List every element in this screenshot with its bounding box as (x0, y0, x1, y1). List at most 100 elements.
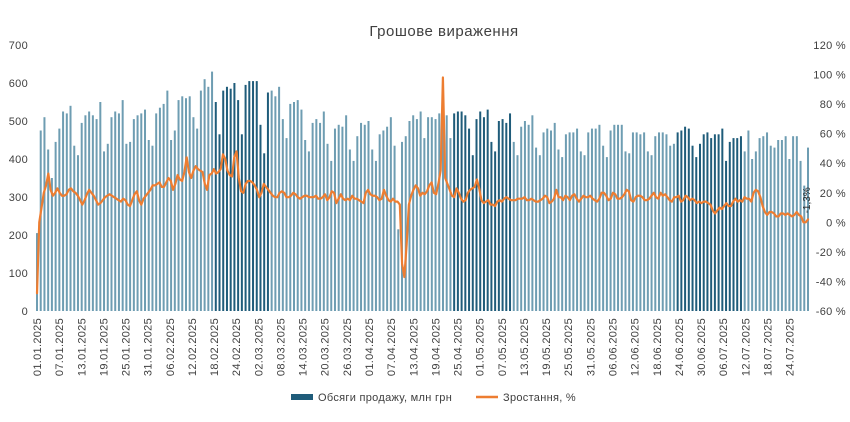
sales-bar (654, 136, 657, 311)
sales-bar (266, 92, 269, 311)
sales-bar (732, 138, 735, 311)
sales-bar (639, 134, 642, 311)
right-axis-tick-label: 100 % (813, 70, 846, 82)
sales-bar (561, 157, 564, 311)
sales-bar (535, 147, 538, 311)
x-axis-tick-label: 01.01.2025 (32, 318, 44, 376)
x-axis-tick-label: 31.05.2025 (585, 318, 597, 376)
sales-bar (274, 96, 277, 311)
sales-bar (572, 132, 575, 311)
x-axis-tick-label: 06.07.2025 (718, 318, 730, 376)
x-axis-tick-label: 07.04.2025 (386, 318, 398, 376)
sales-bar (114, 111, 117, 311)
x-axis-ticks: 01.01.2025 07.01.2025 13.01.2025 19.01.2025… (32, 318, 797, 376)
sales-bar (784, 136, 787, 311)
right-axis-tick-label: 20 % (820, 188, 846, 200)
sales-bar (225, 86, 228, 311)
sales-bar (497, 121, 500, 311)
x-axis-tick-label: 24.07.2025 (785, 318, 797, 376)
x-axis-tick-label: 01.04.2025 (364, 318, 376, 376)
sales-bar (248, 81, 251, 311)
sales-bar (427, 117, 430, 311)
sales-bar (523, 121, 526, 311)
sales-bar (244, 84, 247, 312)
sales-bar (91, 115, 94, 311)
sales-bar (43, 117, 46, 311)
sales-bar (698, 143, 701, 311)
right-axis-ticks: -60 % -40 % -20 % 0 % 20 % 40 % 60 % 80 % 100 % 1… (813, 40, 846, 318)
sales-bar (594, 128, 597, 311)
sales-bar (576, 128, 579, 311)
x-axis-tick-label: 01.05.2025 (475, 318, 487, 376)
sales-bar (356, 136, 359, 311)
x-axis-tick-label: 13.05.2025 (519, 318, 531, 376)
sales-bar (501, 119, 504, 311)
right-axis-tick-label: 120 % (813, 40, 846, 52)
sales-bar (509, 113, 512, 312)
sales-bar (132, 119, 135, 311)
x-axis-tick-label: 19.05.2025 (541, 318, 553, 376)
sales-bar (47, 149, 50, 311)
x-axis-tick-label: 14.03.2025 (298, 318, 310, 376)
sales-bar (721, 128, 724, 311)
sales-bar (736, 138, 739, 311)
sales-bar (322, 111, 325, 311)
chart-legend: Обсяги продажу, млн грн Зростання, % (291, 392, 576, 404)
right-axis-tick-label: 60 % (820, 129, 846, 141)
sales-bar (706, 132, 709, 311)
left-axis-tick-label: 200 (9, 230, 28, 242)
legend-label-growth: Зростання, % (503, 392, 576, 404)
sales-bar (691, 145, 694, 311)
x-axis-tick-label: 18.06.2025 (652, 318, 664, 376)
sales-bar (300, 109, 303, 311)
sales-bar (99, 102, 102, 311)
sales-bar (743, 151, 746, 311)
sales-bar (564, 134, 567, 311)
sales-bar (240, 134, 243, 311)
sales-bar (65, 113, 68, 312)
sales-bar (404, 136, 407, 311)
sales-bar (341, 126, 344, 311)
sales-bar (725, 160, 728, 311)
sales-bar (352, 160, 355, 311)
sales-bar (684, 126, 687, 311)
x-axis-tick-label: 02.03.2025 (253, 318, 265, 376)
sales-bar (769, 145, 772, 311)
sales-bar (609, 130, 612, 311)
sales-bar (125, 143, 128, 311)
sales-bar (88, 111, 91, 311)
sales-bar (758, 138, 761, 311)
line-series-growth (35, 76, 810, 295)
sales-bar (360, 122, 363, 312)
sales-bar (780, 140, 783, 311)
sales-bar (315, 119, 318, 311)
sales-bar (475, 119, 478, 311)
sales-bar (147, 140, 150, 311)
sales-bar (192, 117, 195, 311)
sales-bar (386, 126, 389, 311)
sales-bar (121, 100, 124, 311)
sales-bar (289, 103, 292, 312)
sales-bar (542, 132, 545, 311)
x-axis-tick-label: 08.03.2025 (276, 318, 288, 376)
sales-bar (170, 140, 173, 311)
sales-bar (747, 130, 750, 311)
sales-bar (702, 134, 705, 311)
sales-bar (434, 119, 437, 311)
last-value-annotation: -1,3% (802, 187, 813, 213)
sales-bar (371, 149, 374, 311)
sales-bar (792, 136, 795, 311)
sales-bar (449, 138, 452, 311)
sales-bar (62, 111, 65, 311)
right-axis-tick-label: 80 % (820, 99, 846, 111)
x-axis-tick-label: 19.01.2025 (98, 318, 110, 376)
bar-series-sales (36, 71, 809, 312)
sales-bar (374, 160, 377, 311)
sales-bar (278, 86, 281, 311)
sales-bar (263, 153, 266, 311)
sales-bar (471, 155, 474, 311)
sales-bar (773, 147, 776, 311)
sales-bar (605, 157, 608, 311)
